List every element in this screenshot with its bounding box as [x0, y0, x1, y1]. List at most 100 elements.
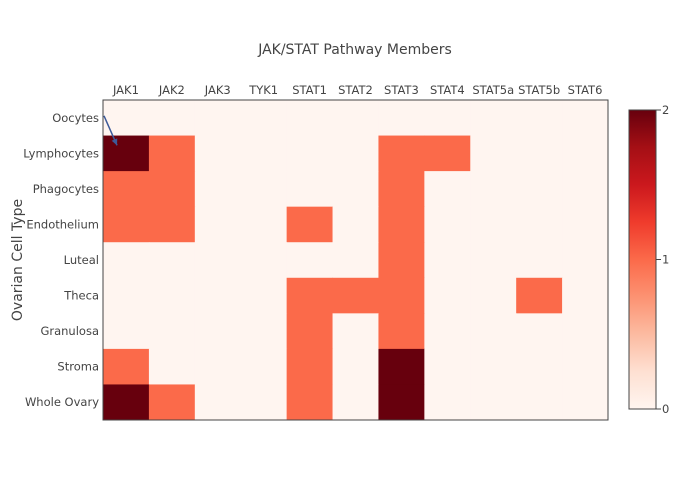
colorbar-tick-label: 2 [662, 103, 669, 117]
heatmap-cell-phagocytes-jak1 [103, 171, 150, 208]
heatmap-cell-granulosa-stat4 [424, 313, 471, 350]
heatmap-cell-oocytes-stat4 [424, 100, 471, 137]
heatmap-cell-theca-jak3 [194, 277, 242, 314]
colorbar-tick-label: 0 [662, 402, 669, 416]
heatmap-cell-whole-ovary-stat3 [378, 384, 425, 421]
heatmap-cell-granulosa-tyk1 [240, 313, 288, 350]
x-tick-label: JAK3 [204, 83, 231, 97]
heatmap-cell-oocytes-stat6 [562, 100, 609, 137]
heatmap-cell-theca-stat3 [378, 277, 425, 314]
heatmap-cell-endothelium-stat6 [562, 206, 609, 243]
x-tick-label: STAT1 [292, 83, 327, 97]
heatmap-cell-granulosa-stat1 [286, 313, 334, 350]
heatmap-cell-luteal-stat2 [332, 242, 379, 279]
heatmap-cell-theca-jak1 [103, 277, 150, 314]
heatmap-cell-luteal-stat4 [424, 242, 471, 279]
x-tick-label: JAK1 [112, 83, 139, 97]
heatmap-cell-theca-stat6 [562, 277, 609, 314]
heatmap-cell-oocytes-stat2 [332, 100, 379, 137]
heatmap-cell-endothelium-stat4 [424, 206, 471, 243]
heatmap-cell-endothelium-stat5b [516, 206, 563, 243]
heatmap-cell-phagocytes-stat5a [470, 171, 517, 208]
heatmap-cell-luteal-jak3 [194, 242, 242, 279]
heatmap-cell-oocytes-tyk1 [240, 100, 288, 137]
heatmap-cell-granulosa-jak3 [194, 313, 242, 350]
heatmap-cell-luteal-stat5a [470, 242, 517, 279]
heatmap-cell-phagocytes-tyk1 [240, 171, 288, 208]
heatmap-cell-stroma-stat5a [470, 348, 517, 385]
heatmap-cell-whole-ovary-stat5b [516, 384, 563, 421]
heatmap-cell-phagocytes-stat2 [332, 171, 379, 208]
heatmap-cell-whole-ovary-stat2 [332, 384, 379, 421]
heatmap-cell-lymphocytes-jak3 [194, 135, 242, 172]
heatmap-cell-whole-ovary-stat6 [562, 384, 609, 421]
heatmap-cell-luteal-stat5b [516, 242, 563, 279]
x-tick-label: STAT5b [518, 83, 560, 97]
heatmap-cell-lymphocytes-jak1 [103, 135, 150, 172]
heatmap-cell-granulosa-jak1 [103, 313, 150, 350]
heatmap-cell-whole-ovary-stat5a [470, 384, 517, 421]
heatmap-cell-phagocytes-stat1 [286, 171, 334, 208]
heatmap-cell-whole-ovary-jak3 [194, 384, 242, 421]
heatmap-cell-stroma-stat6 [562, 348, 609, 385]
y-tick-label: Whole Ovary [25, 395, 99, 409]
heatmap-cell-stroma-stat5b [516, 348, 563, 385]
heatmap-cell-endothelium-jak1 [103, 206, 150, 243]
heatmap-cell-whole-ovary-stat4 [424, 384, 471, 421]
heatmap-cell-phagocytes-jak3 [194, 171, 242, 208]
heatmap-cell-endothelium-jak2 [148, 206, 196, 243]
heatmap-cell-luteal-jak2 [148, 242, 196, 279]
heatmap-cell-granulosa-stat2 [332, 313, 379, 350]
colorbar-tick-label: 1 [662, 253, 669, 267]
y-tick-label: Theca [63, 289, 99, 303]
heatmap-cell-lymphocytes-stat3 [378, 135, 425, 172]
heatmap-cell-stroma-stat3 [378, 348, 425, 385]
heatmap-cell-oocytes-stat5a [470, 100, 517, 137]
heatmap-cell-phagocytes-stat4 [424, 171, 471, 208]
y-axis-title: Ovarian Cell Type [10, 199, 26, 321]
heatmap-cell-luteal-stat3 [378, 242, 425, 279]
y-tick-label: Stroma [57, 360, 99, 374]
x-tick-label: STAT6 [568, 83, 603, 97]
heatmap-cell-lymphocytes-jak2 [148, 135, 196, 172]
plot-frame [102, 99, 609, 421]
heatmap-cell-oocytes-stat5b [516, 100, 563, 137]
heatmap-cell-granulosa-stat5a [470, 313, 517, 350]
x-tick-labels: JAK1 JAK2 JAK3 TYK1 STAT1 STAT2 STAT3 STAT4 STAT… [112, 83, 602, 97]
heatmap-cell-luteal-tyk1 [240, 242, 288, 279]
x-tick-label: JAK2 [158, 83, 185, 97]
heatmap-cell-granulosa-stat5b [516, 313, 563, 350]
heatmap-cell-endothelium-tyk1 [240, 206, 288, 243]
heatmap-cell-granulosa-stat3 [378, 313, 425, 350]
heatmap-cell-luteal-stat6 [562, 242, 609, 279]
heatmap-cell-oocytes-stat1 [286, 100, 334, 137]
x-tick-label: STAT3 [384, 83, 419, 97]
heatmap-cell-stroma-jak3 [194, 348, 242, 385]
annotation-arrow [103, 115, 118, 146]
chart-title: JAK/STAT Pathway Members [257, 42, 452, 58]
heatmap-cell-whole-ovary-jak1 [103, 384, 150, 421]
heatmap-cell-lymphocytes-stat1 [286, 135, 334, 172]
heatmap-cell-stroma-stat4 [424, 348, 471, 385]
y-tick-label: Oocytes [52, 111, 99, 125]
y-tick-labels: Oocytes Lymphocytes Phagocytes Endothelium L… [23, 111, 99, 409]
heatmap-cell-theca-stat4 [424, 277, 471, 314]
heatmap-cell-theca-stat2 [332, 277, 379, 314]
heatmap-cell-whole-ovary-jak2 [148, 384, 196, 421]
y-tick-label: Endothelium [26, 217, 99, 231]
heatmap-cell-stroma-stat2 [332, 348, 379, 385]
heatmap-cell-theca-jak2 [148, 277, 196, 314]
heatmap-cell-theca-stat5a [470, 277, 517, 314]
heatmap-cell-phagocytes-stat6 [562, 171, 609, 208]
heatmap-cells [103, 100, 609, 421]
y-tick-label: Phagocytes [33, 182, 99, 196]
heatmap-cell-granulosa-jak2 [148, 313, 196, 350]
heatmap-cell-phagocytes-jak2 [148, 171, 196, 208]
heatmap-cell-endothelium-stat3 [378, 206, 425, 243]
y-tick-label: Luteal [64, 253, 99, 267]
heatmap-cell-whole-ovary-stat1 [286, 384, 334, 421]
heatmap-cell-stroma-jak2 [148, 348, 196, 385]
heatmap-cell-lymphocytes-stat4 [424, 135, 471, 172]
heatmap-cell-theca-tyk1 [240, 277, 288, 314]
